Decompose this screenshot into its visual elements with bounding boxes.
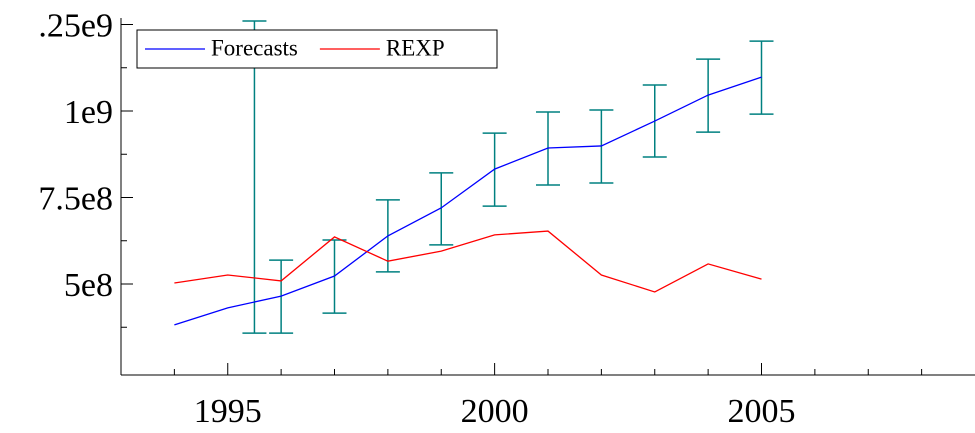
series-line (174, 230, 762, 293)
y-tick-label: 1e9 (64, 94, 113, 131)
x-tick-label: 1995 (194, 393, 262, 430)
y-tick-label: .25e9 (38, 7, 113, 44)
y-tick-label: 5e8 (64, 267, 113, 304)
error-bar (242, 20, 267, 334)
x-tick-label: 2000 (461, 393, 529, 430)
y-tick-label: 7.5e8 (38, 181, 113, 218)
legend-label: REXP (386, 35, 445, 60)
legend-label: Forecasts (211, 35, 298, 60)
x-tick-label: 2005 (728, 393, 796, 430)
legend: Forecasts REXP (136, 29, 498, 69)
error-bar (429, 172, 454, 246)
series-line (174, 76, 762, 326)
